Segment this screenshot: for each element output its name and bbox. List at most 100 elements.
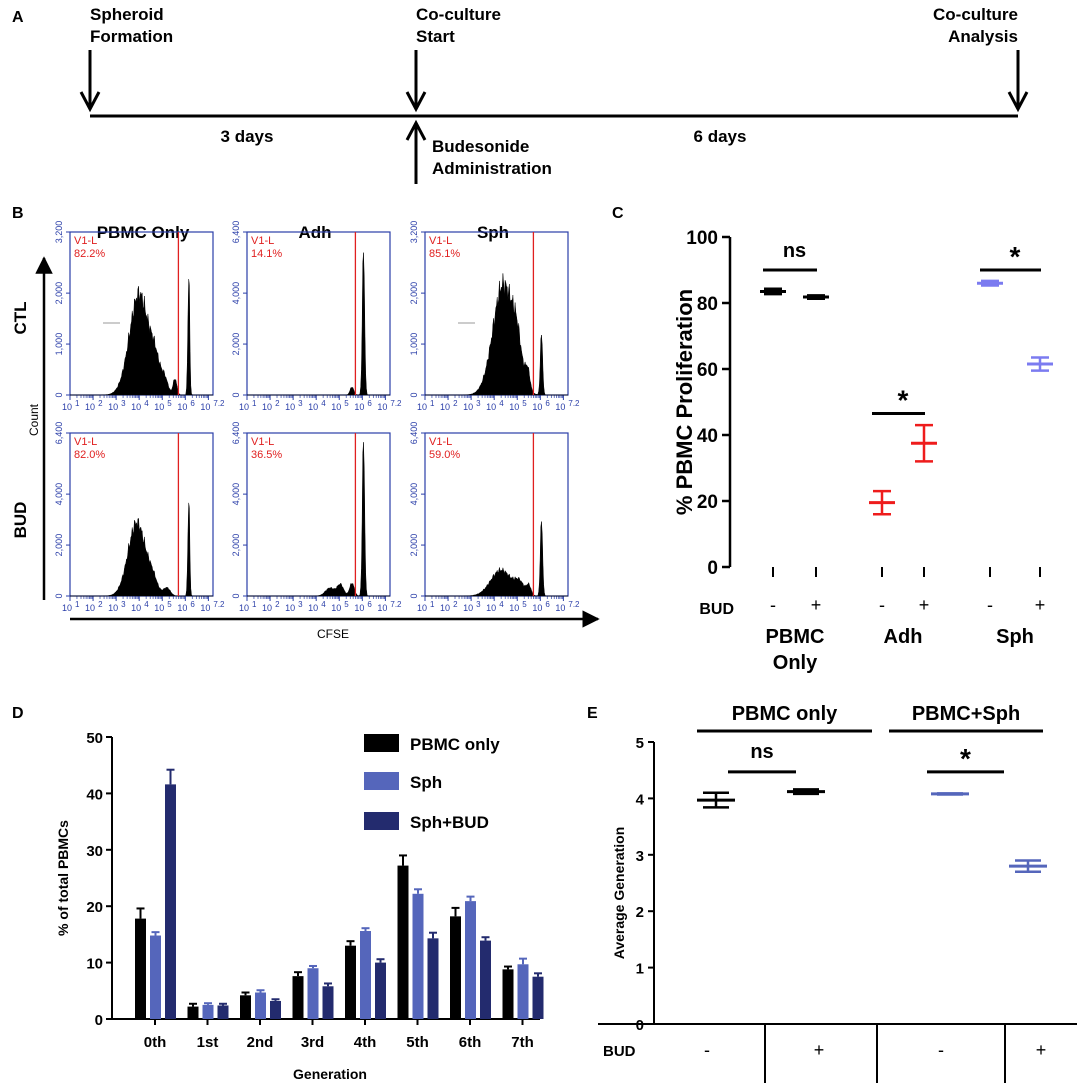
- x-tick-label: 10: [177, 402, 187, 412]
- x-tick-label: 10: [354, 402, 364, 412]
- x-tick-exponent: 5: [344, 600, 349, 609]
- x-tick-exponent: 4: [499, 600, 504, 609]
- y-tick-label: 2: [636, 904, 644, 921]
- bar: [150, 935, 161, 1019]
- bar: [375, 962, 386, 1019]
- y-tick-label: 2,000: [54, 282, 64, 305]
- data-point: [787, 788, 825, 796]
- x-tick-label: 10: [262, 402, 272, 412]
- x-tick-exponent: 6: [367, 399, 372, 408]
- x-tick-exponent: 4: [321, 399, 326, 408]
- group-label: PBMC Only: [766, 626, 825, 674]
- bud-sign: -: [879, 595, 885, 615]
- bar: [187, 1006, 199, 1019]
- x-tick-exponent: 6: [545, 399, 550, 408]
- x-tick-label: 10: [463, 603, 473, 613]
- x-tick-label: 10: [532, 402, 542, 412]
- gate-percent: 59.0%: [429, 449, 460, 461]
- y-tick-label: 4: [636, 791, 645, 808]
- y-tick-label: 20: [86, 899, 103, 916]
- x-tick-label: 10: [440, 603, 450, 613]
- x-tick-label: 10: [177, 603, 187, 613]
- bar: [165, 784, 176, 1019]
- bud-sign: -: [938, 1040, 944, 1060]
- gate-label: V1-L: [74, 436, 97, 448]
- y-tick-label: 80: [697, 294, 718, 315]
- x-tick-label: 10: [331, 603, 341, 613]
- x-tick-label: 10: [62, 402, 72, 412]
- x-tick-exponent: 4: [321, 600, 326, 609]
- data-point: [911, 423, 937, 463]
- group-label: Adh: [884, 626, 923, 648]
- event-coculture-analysis: Co-culture Analysis: [933, 5, 1018, 46]
- x-tick-label: 10: [486, 402, 496, 412]
- y-tick-label: 40: [86, 786, 103, 803]
- x-tick-exponent: 1: [430, 399, 435, 408]
- data-point: [1009, 859, 1047, 873]
- y-tick-label: 50: [86, 730, 103, 747]
- bud-row-label: BUD: [699, 601, 734, 618]
- x-tick-exponent: 2: [275, 600, 280, 609]
- y-tick-label: 4,000: [409, 483, 419, 506]
- x-tick-label: 10: [154, 402, 164, 412]
- bar: [532, 976, 544, 1019]
- x-tick-exponent: 3: [121, 399, 126, 408]
- panel-label-c: C: [612, 205, 624, 222]
- histogram-fill: [70, 278, 213, 396]
- x-tick-label: 10: [239, 603, 249, 613]
- data-point: [697, 791, 735, 809]
- x-tick-label: 10: [85, 603, 95, 613]
- x-tick-label: 10: [463, 402, 473, 412]
- x-tick-exponent: 1: [75, 600, 80, 609]
- x-tick-label: 4th: [354, 1034, 377, 1051]
- gate-percent: 82.0%: [74, 449, 105, 461]
- y-tick-label: 6,400: [54, 422, 64, 445]
- duration-6-days: 6 days: [694, 127, 747, 146]
- x-tick-label: 10: [417, 603, 427, 613]
- bar: [270, 1000, 281, 1019]
- arrow-budesonide: [405, 119, 427, 184]
- significance-label: ns: [750, 741, 773, 763]
- x-tick-label: 10: [285, 603, 295, 613]
- panel-label-e: E: [587, 705, 598, 722]
- y-axis-label: % of total PBMCs: [55, 820, 71, 936]
- x-tick-label: 10: [532, 603, 542, 613]
- x-tick-exponent: 2: [275, 399, 280, 408]
- y-tick-label: 3: [636, 848, 644, 865]
- x-tick-exponent: 5: [522, 399, 527, 408]
- x-axis-label: Generation: [293, 1066, 367, 1082]
- x-tick-exponent: 4: [499, 399, 504, 408]
- y-tick-label: 4,000: [54, 483, 64, 506]
- histogram-fill: [70, 502, 213, 597]
- bar: [397, 865, 409, 1019]
- legend-label: PBMC only: [410, 735, 500, 754]
- y-tick-label: 5: [636, 735, 644, 752]
- significance-label: *: [1010, 241, 1021, 272]
- y-tick-label: 0: [231, 392, 241, 397]
- x-tick-exponent: 7.2: [390, 600, 402, 609]
- x-tick-label: 7th: [511, 1034, 534, 1051]
- x-tick-label: 10: [331, 402, 341, 412]
- y-tick-label: 2,000: [231, 333, 241, 356]
- x-tick-exponent: 6: [367, 600, 372, 609]
- data-point: [931, 792, 969, 796]
- x-tick-exponent: 5: [167, 600, 172, 609]
- x-tick-label: 10: [308, 402, 318, 412]
- bar: [217, 1005, 229, 1019]
- x-tick-label: 6th: [459, 1034, 482, 1051]
- bar: [345, 945, 356, 1019]
- x-tick-label: 2nd: [247, 1034, 274, 1051]
- y-tick-label: 4,000: [231, 282, 241, 305]
- bar: [360, 931, 371, 1019]
- x-tick-exponent: 7.2: [390, 399, 402, 408]
- y-tick-label: 10: [86, 956, 103, 973]
- x-tick-label: 10: [262, 603, 272, 613]
- x-tick-label: 10: [555, 603, 565, 613]
- count-axis-label: Count: [27, 403, 41, 436]
- gate-label: V1-L: [251, 436, 274, 448]
- bud-sign: -: [987, 595, 993, 615]
- gate-label: V1-L: [74, 235, 97, 247]
